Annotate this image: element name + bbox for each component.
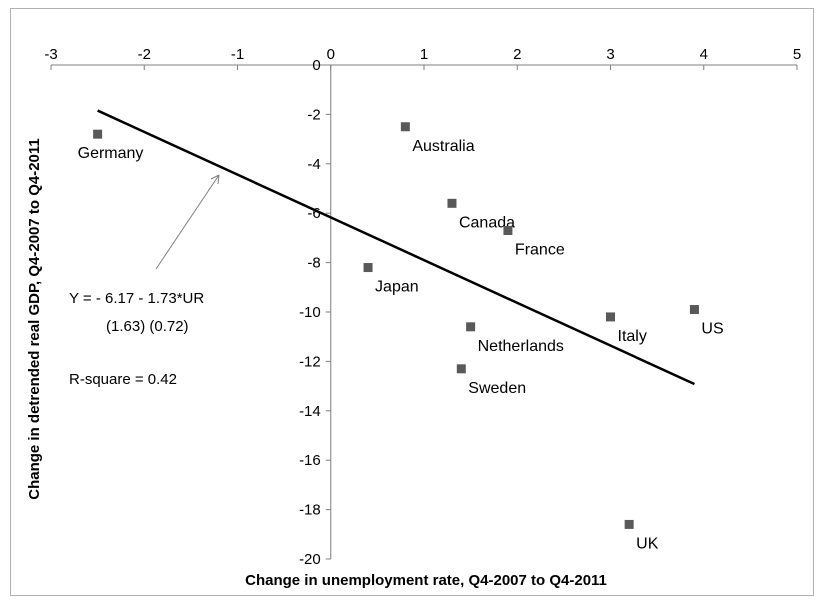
point-label-sweden: Sweden — [468, 380, 526, 397]
point-label-canada: Canada — [459, 214, 515, 231]
point-label-france: France — [515, 241, 565, 258]
x-tick-label: -2 — [138, 46, 151, 63]
y-tick-label: -2 — [307, 106, 320, 123]
x-tick-label: 5 — [793, 46, 801, 63]
y-tick-label: -16 — [299, 452, 321, 469]
y-tick-label: -8 — [307, 255, 320, 272]
x-tick-label: 3 — [606, 46, 614, 63]
point-label-us: US — [701, 321, 723, 338]
data-point-italy — [606, 312, 615, 322]
x-tick-label: -3 — [44, 46, 57, 63]
point-label-italy: Italy — [618, 328, 647, 345]
scatter-chart: -3 -2 -1 0 1 2 3 4 5 0-2-4-6-8-10-12-14-16-18-20… — [26, 46, 801, 589]
std-errors-text: (1.63) (0.72) — [106, 318, 189, 335]
data-point-germany — [93, 129, 103, 139]
point-label-japan: Japan — [375, 279, 419, 296]
y-tick-label: -4 — [307, 156, 320, 173]
y-tick-label: -14 — [299, 403, 321, 420]
data-point-japan — [363, 263, 373, 273]
point-label-australia: Australia — [412, 138, 474, 155]
x-tick-label: 1 — [420, 46, 428, 63]
y-tick-label: -18 — [299, 502, 321, 519]
regression-line — [97, 109, 695, 386]
data-point-canada — [447, 198, 457, 208]
data-point-netherlands — [466, 322, 476, 332]
regression-line-group — [97, 109, 695, 386]
y-tick-label: -10 — [299, 304, 321, 321]
r-square-text: R-square = 0.42 — [69, 371, 177, 388]
x-tick-label: 4 — [700, 46, 708, 63]
data-point-sweden — [456, 364, 466, 374]
equation-text: Y = - 6.17 - 1.73*UR — [69, 290, 204, 307]
data-point-uk — [624, 519, 634, 529]
x-tick-label: 0 — [327, 46, 335, 63]
data-point-us — [689, 305, 699, 315]
y-tick-label: 0 — [312, 57, 320, 74]
annotation-arrow-line — [155, 174, 220, 270]
point-label-netherlands: Netherlands — [478, 338, 564, 355]
data-point-france — [503, 225, 513, 235]
x-tick-labels: -3 -2 -1 0 1 2 3 4 5 — [44, 46, 801, 63]
y-tick-label: -12 — [299, 353, 321, 370]
point-label-germany: Germany — [78, 145, 144, 162]
y-axis-title: Change in detrended real GDP, Q4-2007 to… — [26, 138, 43, 500]
axes — [50, 64, 798, 560]
data-point-australia — [400, 122, 410, 132]
point-label-uk: UK — [636, 535, 659, 552]
x-tick-label: -1 — [231, 46, 244, 63]
x-axis-title: Change in unemployment rate, Q4-2007 to … — [245, 572, 607, 589]
annotations: Y = - 6.17 - 1.73*UR (1.63) (0.72) R-squ… — [69, 174, 220, 388]
chart-frame: -3 -2 -1 0 1 2 3 4 5 0 -2 -4 -6 -8 -10 -12 -14 -16 -18 -20… — [10, 8, 814, 596]
x-tick-label: 2 — [513, 46, 521, 63]
y-tick-label: -20 — [299, 551, 321, 568]
y-tick-labels: 0-2-4-6-8-10-12-14-16-18-20 — [299, 57, 321, 568]
annotation-arrow-head — [210, 174, 220, 185]
